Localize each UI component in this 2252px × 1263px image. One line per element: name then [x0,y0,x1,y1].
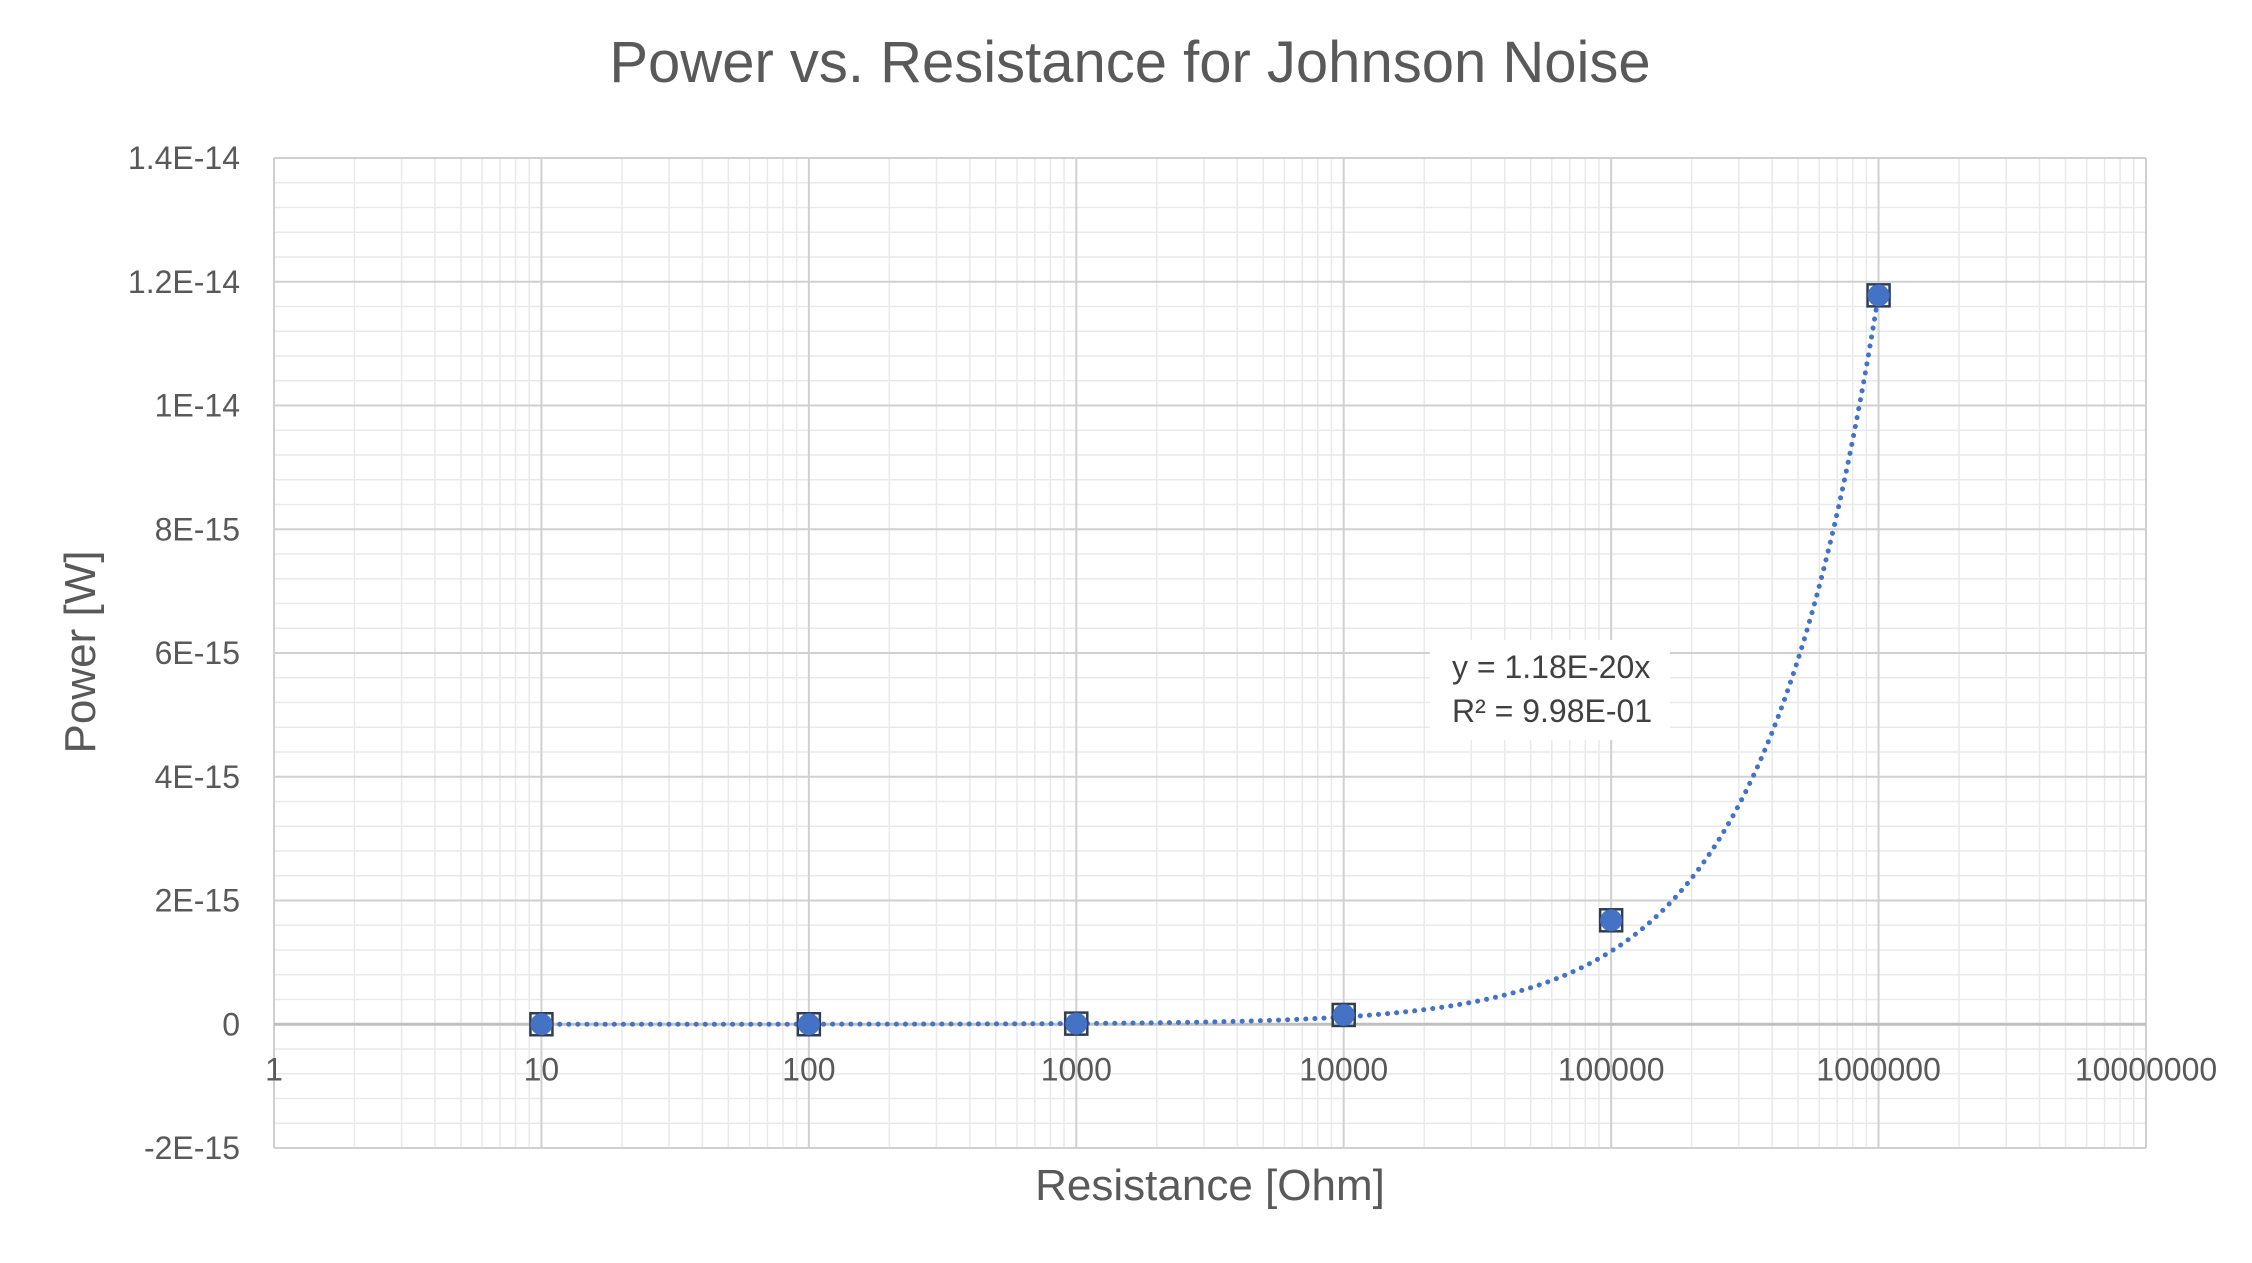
y-tick-label: -2E-15 [144,1130,240,1166]
y-tick-label: 6E-15 [155,635,240,671]
y-tick-label: 2E-15 [155,883,240,919]
y-tick-label: 0 [222,1006,240,1042]
data-point [1065,1012,1088,1035]
data-point [1332,1003,1355,1026]
y-tick-label: 1.4E-14 [128,140,240,176]
data-point [797,1013,820,1036]
x-tick-label: 1000000 [1816,1051,1941,1087]
trendline-r-squared: R² = 9.98E-01 [1452,693,1652,729]
y-tick-labels: -2E-15 0 2E-15 4E-15 6E-15 8E-15 1E-14 1.2E-14 1… [128,140,240,1166]
trendline-equation: y = 1.18E-20x [1452,649,1650,685]
trendline-label-background [1430,640,1670,740]
x-tick-labels: 1 10 100 1000 10000 100000 1000000 10000000 [265,1051,2217,1087]
data-point [1867,284,1890,307]
trendline-curve [538,291,1882,1027]
x-tick-label: 100000 [1558,1051,1665,1087]
data-point [530,1013,553,1036]
x-tick-label: 10 [524,1051,560,1087]
x-tick-label: 10000000 [2075,1051,2217,1087]
data-point [1600,909,1623,932]
y-tick-label: 1.2E-14 [128,264,240,300]
y-tick-label: 8E-15 [155,511,240,547]
trendline [538,291,1882,1027]
y-tick-label: 4E-15 [155,759,240,795]
x-tick-label: 10000 [1299,1051,1388,1087]
x-tick-label: 100 [782,1051,835,1087]
x-tick-label: 1 [265,1051,283,1087]
data-points [529,283,1891,1037]
x-tick-label: 1000 [1041,1051,1112,1087]
chart-title: Power vs. Resistance for Johnson Noise [609,30,1650,95]
y-tick-label: 1E-14 [155,388,240,424]
x-axis-title: Resistance [Ohm] [1035,1161,1385,1210]
y-axis-title: Power [W] [56,551,105,754]
